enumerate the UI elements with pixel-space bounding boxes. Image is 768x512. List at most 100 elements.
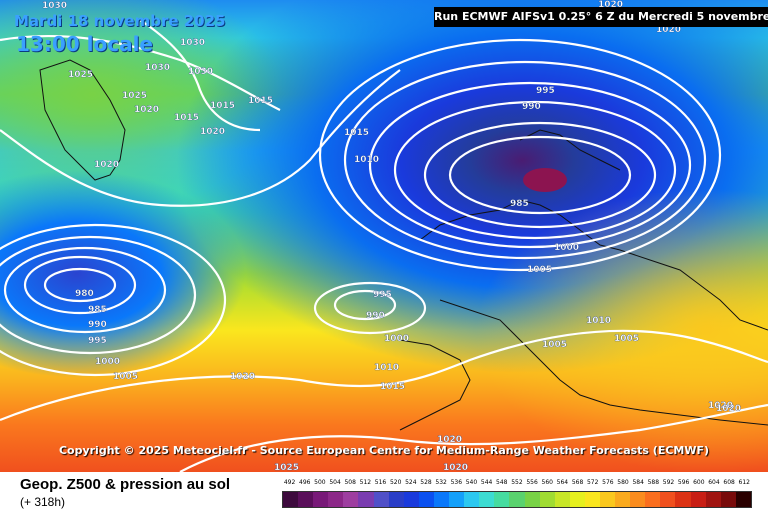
local-time-title: 13:00 locale xyxy=(16,32,153,56)
product-title: Geop. Z500 & pression au sol xyxy=(20,476,231,493)
legend-swatch xyxy=(388,492,404,507)
run-info-banner: Run ECMWF AIFSv1 0.25° 6 Z du Mercredi 5… xyxy=(434,7,768,27)
isobar-label: 1010 xyxy=(354,155,379,165)
isobar-label: 1025 xyxy=(68,70,93,80)
isobar-label: 1030 xyxy=(145,63,170,73)
isobars xyxy=(0,19,768,472)
isobar-label: 1030 xyxy=(188,67,213,77)
legend-value: 520 xyxy=(389,479,402,486)
legend-value: 572 xyxy=(586,479,599,486)
isobar-label: 1010 xyxy=(374,363,399,373)
legend-swatch xyxy=(328,492,344,507)
legend-value: 604 xyxy=(708,479,720,486)
legend-value: 612 xyxy=(738,479,750,486)
legend-value: 504 xyxy=(329,479,341,486)
legend-value: 532 xyxy=(435,479,447,486)
isobar-label: 995 xyxy=(88,336,107,346)
isobar-label: 1015 xyxy=(210,101,235,111)
legend-swatch xyxy=(720,492,736,507)
legend-swatch xyxy=(373,492,389,507)
isobar-label: 980 xyxy=(75,289,94,299)
isobar-label: 1020 xyxy=(200,127,225,137)
isobar-label: 1030 xyxy=(180,38,205,48)
isobar-label: 985 xyxy=(88,305,107,315)
isobar-label: 990 xyxy=(522,102,541,112)
legend-value: 576 xyxy=(602,479,614,486)
legend-value: 568 xyxy=(571,479,584,486)
isobar-label: 1015 xyxy=(380,382,405,392)
legend-value: 608 xyxy=(723,479,735,486)
isobar-label: 1005 xyxy=(527,265,552,275)
legend-swatch xyxy=(660,492,676,507)
z500-pressure-map: 1030 1030 1030 1030 1025 1025 1020 1015 … xyxy=(0,0,768,472)
legend-swatch xyxy=(403,492,419,507)
legend-value: 512 xyxy=(359,479,372,486)
legend-value: 564 xyxy=(556,479,569,486)
legend-value: 516 xyxy=(374,479,387,486)
legend-swatch xyxy=(630,492,646,507)
legend-value: 524 xyxy=(405,479,417,486)
legend-swatch xyxy=(418,492,434,507)
legend-swatch xyxy=(645,492,661,507)
legend-value: 588 xyxy=(647,479,660,486)
isobar-label: 1015 xyxy=(344,128,369,138)
isobar-label: 1005 xyxy=(542,340,567,350)
isobar-label: 1010 xyxy=(586,316,611,326)
legend-value: 500 xyxy=(314,479,326,486)
coastlines xyxy=(39,59,768,431)
isobar-label: 1000 xyxy=(95,357,120,367)
isobar-label: 985 xyxy=(510,199,529,209)
legend-swatch xyxy=(554,492,570,507)
legend-value: 560 xyxy=(541,479,553,486)
valid-date-title: Mardi 18 novembre 2025 xyxy=(14,12,226,30)
isobar-label: 1005 xyxy=(614,334,639,344)
legend-swatch xyxy=(675,492,691,507)
isobar-label: 1020 xyxy=(716,404,741,414)
isobar-label: 1015 xyxy=(248,96,273,106)
isobar-label: 1020 xyxy=(443,463,468,472)
forecast-horizon: (+ 318h) xyxy=(20,495,66,509)
legend-value: 584 xyxy=(632,479,644,486)
legend-swatch xyxy=(735,492,751,507)
legend-swatch xyxy=(464,492,480,507)
isobar-label: 1020 xyxy=(230,372,255,382)
legend-value: 508 xyxy=(344,479,356,486)
legend-swatch xyxy=(690,492,706,507)
legend-value: 592 xyxy=(662,479,675,486)
legend-swatch xyxy=(433,492,450,507)
legend-swatch xyxy=(494,492,510,507)
legend-value: 544 xyxy=(480,479,493,486)
isobar-label: 1000 xyxy=(384,334,409,344)
legend-swatch xyxy=(524,492,540,507)
legend-bar xyxy=(282,491,752,508)
isobar-label: 1015 xyxy=(174,113,199,123)
legend-swatch xyxy=(615,492,631,507)
legend-value: 492 xyxy=(283,479,296,486)
isobar-label: 1020 xyxy=(708,401,733,411)
legend-labels: 492 496 500 504 508 512 516 520 524 528 532 536 540 5… xyxy=(282,479,752,490)
isobar-label: 1020 xyxy=(437,435,462,445)
legend-swatch xyxy=(343,492,359,507)
legend-value: 596 xyxy=(677,479,690,486)
legend-swatch xyxy=(479,492,495,507)
legend-swatch xyxy=(569,492,585,507)
isobar-label: 1030 xyxy=(42,1,67,11)
legend-value: 496 xyxy=(299,479,311,486)
isobar-label: 995 xyxy=(536,86,555,96)
legend-value: 600 xyxy=(693,479,705,486)
isobar-label: 1020 xyxy=(656,25,681,35)
legend-swatch xyxy=(705,492,721,507)
legend-swatch xyxy=(313,492,329,507)
copyright-notice: Copyright © 2025 Meteociel.fr - Source E… xyxy=(58,444,710,457)
isobar-label: 1005 xyxy=(113,372,138,382)
legend-value: 528 xyxy=(420,479,432,486)
legend-swatch xyxy=(509,492,525,507)
isobar-label: 990 xyxy=(366,311,385,321)
legend-value: 540 xyxy=(465,479,478,486)
legend-swatch xyxy=(358,492,374,507)
legend-swatch xyxy=(584,492,600,507)
legend-value: 548 xyxy=(496,479,508,486)
legend-swatch xyxy=(539,492,555,507)
legend-swatch xyxy=(283,492,299,507)
